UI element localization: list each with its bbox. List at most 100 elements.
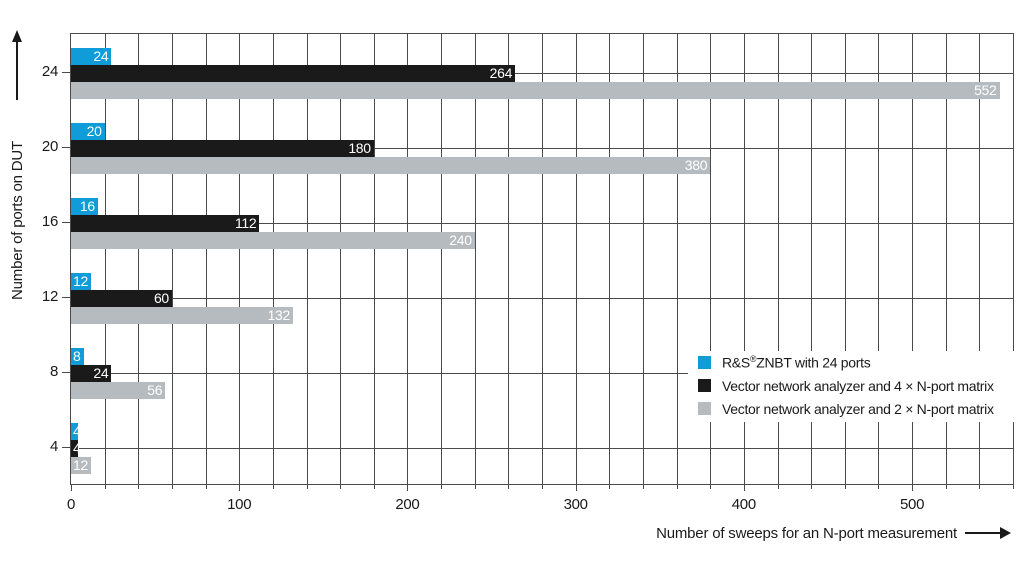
vertical-gridline: [205, 34, 207, 484]
legend-swatch: [698, 356, 711, 369]
vertical-gridline: [373, 34, 375, 484]
y-tick-label: 8: [49, 363, 58, 380]
bar-value-label: 8: [73, 348, 81, 364]
bar-r-s-znbt-with-24-ports-20: 20: [71, 123, 105, 140]
x-tick: [71, 485, 72, 491]
bar-value-label: 12: [73, 457, 88, 473]
bar-vector-network-analyzer-and-2-n-port-matrix-16: 240: [71, 232, 475, 249]
x-tick: [205, 485, 207, 489]
y-tick: [62, 297, 70, 298]
x-tick: [407, 485, 409, 491]
vertical-gridline: [979, 34, 981, 484]
x-tick: [979, 485, 981, 489]
x-tick: [340, 485, 342, 489]
y-tick: [62, 72, 70, 73]
legend-swatch: [698, 402, 711, 415]
vertical-gridline: [138, 34, 140, 484]
vertical-gridline: [878, 34, 880, 484]
x-tick: [811, 485, 813, 489]
x-tick: [844, 485, 846, 489]
vertical-gridline: [306, 34, 308, 484]
x-tick: [474, 485, 476, 489]
vertical-gridline: [777, 34, 779, 484]
bar-vector-network-analyzer-and-2-n-port-matrix-4: 12: [71, 457, 92, 474]
y-tick: [62, 372, 70, 373]
x-tick: [508, 485, 510, 489]
vertical-gridline: [575, 34, 577, 484]
legend: R&S®ZNBT with 24 ports Vector network ana…: [688, 351, 1014, 422]
vertical-gridline: [676, 34, 678, 484]
vertical-gridline: [844, 34, 846, 484]
x-tick: [575, 485, 577, 491]
vertical-gridline: [811, 34, 813, 484]
x-tick: [239, 485, 241, 491]
x-tick: [676, 485, 678, 489]
x-tick: [878, 485, 880, 489]
vertical-gridline: [171, 34, 173, 484]
vertical-gridline: [945, 34, 947, 484]
bar-vector-network-analyzer-and-2-n-port-matrix-24: 552: [71, 82, 1000, 99]
x-tick-label: 100: [227, 496, 252, 513]
legend-item: Vector network analyzer and 4 × N-port m…: [688, 374, 1014, 397]
bar-vector-network-analyzer-and-4-n-port-matrix-4: 4: [71, 440, 81, 457]
x-tick: [743, 485, 745, 491]
right-arrow-icon: [1000, 527, 1011, 539]
x-tick: [710, 485, 712, 489]
x-tick: [104, 485, 106, 489]
bar-vector-network-analyzer-and-4-n-port-matrix-24: 264: [71, 65, 516, 82]
vertical-gridline: [239, 34, 241, 484]
vertical-gridline: [642, 34, 644, 484]
legend-label: Vector network analyzer and 2 × N-port m…: [722, 400, 994, 417]
y-tick-label: 20: [41, 138, 58, 155]
y-axis-arrow-line: [16, 42, 18, 100]
x-tick: [272, 485, 274, 489]
horizontal-gridline: [71, 148, 1013, 149]
x-tick: [138, 485, 140, 489]
bar-value-label: 264: [489, 65, 513, 81]
vertical-gridline: [743, 34, 745, 484]
bar-vector-network-analyzer-and-4-n-port-matrix-20: 180: [71, 140, 374, 157]
bar-vector-network-analyzer-and-4-n-port-matrix-16: 112: [71, 215, 260, 232]
horizontal-gridline: [71, 298, 1013, 299]
bar-r-s-znbt-with-24-ports-24: 24: [71, 48, 112, 65]
x-tick: [609, 485, 611, 489]
y-tick-label: 12: [41, 288, 58, 305]
horizontal-gridline: [71, 223, 1013, 224]
bar-value-label: 12: [73, 273, 88, 289]
vertical-gridline: [474, 34, 476, 484]
bar-vector-network-analyzer-and-4-n-port-matrix-12: 60: [71, 290, 172, 307]
vertical-gridline: [912, 34, 914, 484]
x-tick-label: 400: [731, 496, 756, 513]
y-tick: [62, 147, 70, 148]
bar-value-label: 240: [449, 232, 472, 248]
x-tick: [171, 485, 173, 489]
bar-vector-network-analyzer-and-2-n-port-matrix-20: 380: [71, 157, 711, 174]
x-tick: [373, 485, 375, 489]
y-tick-label: 16: [41, 213, 58, 230]
legend-item: Vector network analyzer and 2 × N-port m…: [688, 397, 1014, 420]
x-tick-label: 500: [899, 496, 925, 513]
horizontal-gridline: [71, 373, 1013, 374]
bar-value-label: 180: [348, 140, 371, 156]
bar-r-s-znbt-with-24-ports-16: 16: [71, 198, 98, 215]
legend-label: Vector network analyzer and 4 × N-port m…: [722, 377, 994, 394]
vertical-gridline: [104, 34, 106, 484]
x-tick: [912, 485, 914, 491]
vertical-gridline: [340, 34, 342, 484]
vertical-gridline: [407, 34, 409, 484]
legend-item: R&S®ZNBT with 24 ports: [688, 351, 1014, 374]
y-tick-label: 24: [41, 63, 58, 80]
y-tick: [62, 447, 70, 448]
horizontal-gridline: [71, 448, 1013, 449]
x-tick-label: 0: [66, 496, 76, 513]
x-tick: [945, 485, 947, 489]
vertical-gridline: [710, 34, 712, 484]
bar-value-label: 4: [73, 440, 81, 456]
up-arrow-icon: [12, 30, 22, 42]
vertical-gridline: [441, 34, 443, 484]
bar-vector-network-analyzer-and-4-n-port-matrix-8: 24: [71, 365, 112, 382]
bar-value-label: 552: [974, 82, 997, 98]
bar-vector-network-analyzer-and-2-n-port-matrix-8: 56: [71, 382, 166, 399]
bar-value-label: 24: [93, 48, 109, 64]
